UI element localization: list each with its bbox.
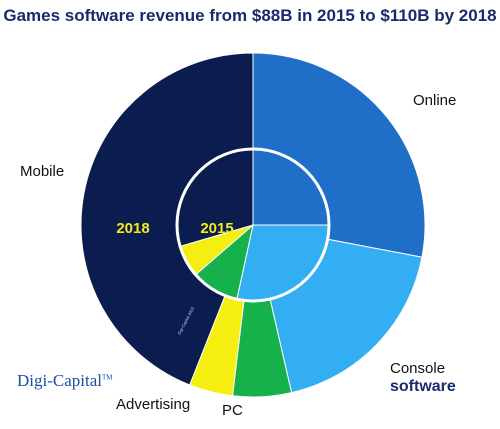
label-mobile: Mobile (20, 163, 65, 180)
brand-trademark: TM (101, 373, 113, 382)
ring-border (175, 147, 331, 303)
label-pc: PC (222, 402, 243, 419)
label-online: Online (413, 92, 457, 109)
year-label-2018: 2018 (116, 220, 149, 237)
digi-capital-logo: Digi-CapitalTM (17, 371, 112, 391)
brand-name: Digi-Capital (17, 371, 102, 390)
year-label-2015: 2015 (200, 220, 233, 237)
label-console: Console (390, 360, 446, 377)
chart-title: Games software revenue from $88B in 2015… (3, 6, 497, 25)
label-software: software (390, 378, 456, 395)
label-advertising: Advertising (116, 396, 191, 413)
outer-ring-2018 (80, 52, 426, 398)
